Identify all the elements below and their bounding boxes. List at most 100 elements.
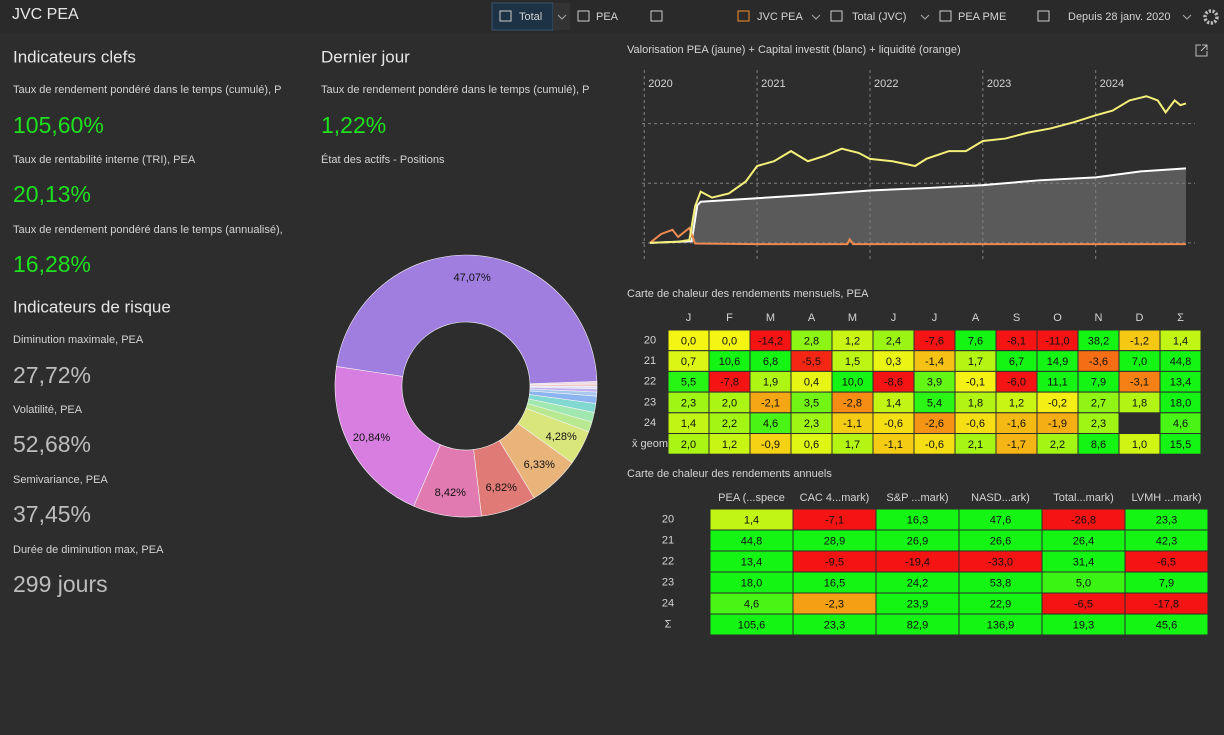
cell-value: 10,0 — [842, 377, 863, 389]
slice-label: 47,07% — [454, 272, 492, 284]
column-header: Σ — [1177, 312, 1184, 324]
indicator-value: 37,45% — [13, 501, 91, 527]
cell-value: -1,4 — [925, 356, 944, 368]
cell-value: 31,4 — [1073, 556, 1094, 568]
column-header: Total...mark) — [1053, 492, 1114, 504]
section-title: Dernier jour — [321, 47, 410, 66]
cell-value: 1,4 — [886, 397, 901, 409]
cell-value: 7,6 — [968, 335, 983, 347]
settings-icon[interactable] — [1203, 9, 1219, 25]
cell-value: 1,4 — [1173, 335, 1188, 347]
toolbar-button[interactable]: Total (JVC) — [852, 11, 906, 23]
cell-value: 82,9 — [907, 619, 928, 631]
cell-value: -2,6 — [925, 418, 944, 430]
cell-value: 1,8 — [1132, 397, 1147, 409]
button-icon[interactable] — [1037, 10, 1050, 22]
cell-value: 6,8 — [763, 356, 778, 368]
button-icon[interactable] — [737, 10, 750, 22]
toolbar-button[interactable]: JVC PEA — [757, 11, 804, 23]
cell-value: 2,8 — [804, 335, 819, 347]
donut-slice — [336, 254, 598, 385]
cell-value: -6,5 — [1157, 556, 1176, 568]
cell-value: 0,0 — [681, 335, 696, 347]
cell-value: -6,5 — [1074, 598, 1093, 610]
cell-value: 6,7 — [1009, 356, 1024, 368]
toolbar-button[interactable]: Total — [519, 11, 542, 23]
column-header: N — [1095, 312, 1103, 324]
line — [649, 95, 1187, 244]
x-tick-label: 2024 — [1100, 78, 1124, 90]
column-header: LVMH ...mark) — [1131, 492, 1201, 504]
indicator-value: 52,68% — [13, 431, 91, 457]
column-header: M — [766, 312, 775, 324]
section-title: Indicateurs clefs — [13, 47, 136, 66]
indicator-value: 27,72% — [13, 362, 91, 388]
cell-value: 2,3 — [681, 397, 696, 409]
cell-value: -0,6 — [884, 418, 903, 430]
cell-value: 47,6 — [990, 514, 1011, 526]
external-link-icon[interactable] — [1195, 44, 1208, 57]
column-header: CAC 4...mark) — [800, 492, 870, 504]
cell-value: 1,8 — [968, 397, 983, 409]
cell-value: -0,6 — [966, 418, 985, 430]
row-label: 20 — [662, 513, 674, 525]
cell-value: -3,6 — [1089, 356, 1108, 368]
cell-value: 1,5 — [845, 356, 860, 368]
row-label: 24 — [662, 597, 674, 609]
cell-value: 23,9 — [907, 598, 928, 610]
button-icon[interactable] — [830, 10, 843, 22]
cell-value: -7,1 — [825, 514, 844, 526]
cell-value: 23,3 — [1156, 514, 1177, 526]
cell-value: 1,2 — [722, 439, 737, 451]
column-header: A — [808, 312, 816, 324]
cell-value: -2,8 — [843, 397, 862, 409]
cell-value: 2,0 — [681, 439, 696, 451]
cell-value: 7,9 — [1159, 577, 1174, 589]
calendar-icon[interactable] — [650, 10, 663, 22]
cell-value: 2,0 — [722, 397, 737, 409]
cell-value: -7,8 — [720, 377, 739, 389]
row-label: x̄ geom — [632, 438, 668, 450]
cell-value: -17,8 — [1154, 598, 1179, 610]
cell-value: -19,4 — [905, 556, 930, 568]
dropdown-arrow — [557, 14, 567, 20]
cell-value: 105,6 — [738, 619, 766, 631]
toolbar-button[interactable]: PEA — [596, 11, 619, 23]
dropdown[interactable] — [553, 3, 570, 30]
dropdown-arrows[interactable] — [811, 14, 1192, 20]
cell-value: 1,4 — [681, 418, 696, 430]
line — [649, 226, 1186, 246]
cell-value: 2,3 — [1091, 418, 1106, 430]
cell-value: 16,5 — [824, 577, 845, 589]
button-icon[interactable] — [939, 10, 952, 22]
active-button[interactable] — [491, 2, 554, 31]
toolbar-button[interactable]: PEA PME — [958, 11, 1006, 23]
slice-label: 20,84% — [353, 432, 391, 444]
cell-value: 5,0 — [1076, 577, 1091, 589]
cell-value: 4,6 — [1173, 418, 1188, 430]
cell-value: 14,9 — [1047, 356, 1068, 368]
cell-value: -9,5 — [825, 556, 844, 568]
heat-cell — [1124, 613, 1209, 636]
column-header: J — [891, 312, 897, 324]
cell-value: 26,6 — [990, 535, 1011, 547]
indicator-value: 1,22% — [321, 112, 386, 138]
page-title: JVC PEA — [12, 6, 79, 23]
column-header: NASD...ark) — [971, 492, 1030, 504]
cell-value: 5,4 — [927, 397, 942, 409]
button-icon[interactable] — [499, 10, 512, 22]
indicator-label: Taux de rendement pondéré dans le temps … — [13, 224, 283, 236]
cell-value: 2,7 — [1091, 397, 1106, 409]
cell-value: 45,6 — [1156, 619, 1177, 631]
button-icon[interactable] — [577, 10, 590, 22]
toolbar-button[interactable]: Depuis 28 janv. 2020 — [1068, 11, 1171, 23]
column-header: S&P ...mark) — [886, 492, 948, 504]
cell-value: 11,1 — [1047, 377, 1068, 389]
indicator-value: 16,28% — [13, 251, 91, 277]
area — [649, 168, 1186, 243]
cell-value: 13,4 — [741, 556, 762, 568]
indicator-label: Taux de rendement pondéré dans le temps … — [321, 84, 589, 96]
cell-value: 16,3 — [907, 514, 928, 526]
cell-value: 24,2 — [907, 577, 928, 589]
cell-value: 1,9 — [763, 377, 778, 389]
